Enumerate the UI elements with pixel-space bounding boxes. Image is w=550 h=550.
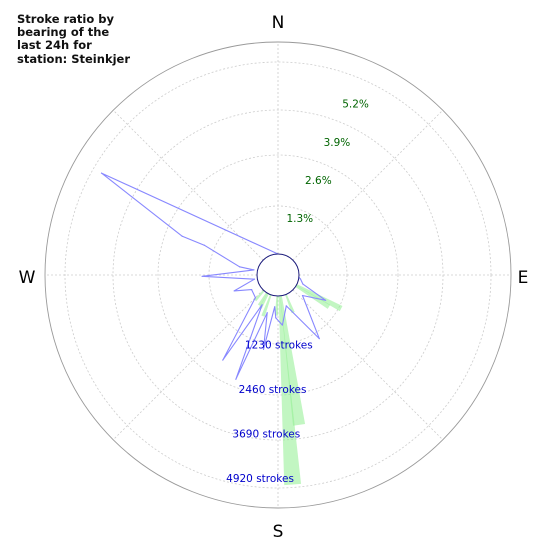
count-point (262, 348, 265, 351)
chart-title: Stroke ratio by bearing of the last 24h … (17, 12, 131, 66)
count-point (324, 299, 327, 301)
count-ring-label: 4920 strokes (226, 473, 294, 485)
count-point (201, 275, 203, 277)
count-point (302, 283, 304, 285)
percent-ring-label: 3.9% (324, 137, 351, 149)
count-point (318, 337, 320, 340)
percent-wedge (280, 295, 306, 426)
direction-east: E (518, 268, 529, 288)
count-point (299, 278, 302, 280)
count-point (254, 297, 256, 299)
grid-spoke (292, 109, 444, 261)
percent-ring-label: 1.3% (286, 213, 313, 225)
percent-wedge (285, 294, 295, 314)
grid-ring (157, 154, 399, 396)
count-point (181, 235, 183, 237)
count-point (275, 317, 277, 319)
polar-grid (44, 41, 512, 509)
count-point (253, 269, 255, 271)
percent-ring-label: 2.6% (305, 175, 332, 187)
count-series (100, 172, 327, 380)
count-point (274, 306, 276, 308)
percent-wedge (278, 295, 302, 486)
grid-ring (44, 41, 512, 509)
percent-wedge (261, 294, 272, 317)
count-outline (100, 172, 327, 380)
count-point (285, 305, 287, 307)
count-ring-label: 3690 strokes (232, 428, 300, 440)
count-point (222, 359, 224, 361)
direction-north: N (272, 13, 285, 33)
ring-labels: 1.3% 2.6% 3.9% 5.2% 1230 strokes 2460 strokes… (226, 99, 369, 485)
center-disc (256, 253, 300, 297)
count-ring-label: 2460 strokes (239, 384, 307, 396)
count-point (233, 290, 235, 292)
grid-spoke (112, 289, 264, 441)
percent-ring-label: 5.2% (342, 99, 369, 111)
count-point (261, 304, 263, 306)
count-point (281, 324, 283, 326)
percent-wedge (254, 290, 265, 302)
count-point (301, 294, 304, 297)
count-point (251, 289, 253, 291)
count-point (266, 312, 268, 314)
grid-spoke (292, 289, 444, 441)
grid-spoke (112, 109, 264, 261)
count-point (235, 378, 237, 380)
direction-west: W (19, 268, 36, 288)
count-ring-label: 1230 strokes (245, 339, 313, 351)
count-point (203, 244, 205, 246)
count-point (100, 172, 103, 174)
percent-wedge (296, 284, 343, 312)
count-point (238, 266, 241, 268)
percent-wedge (274, 295, 279, 316)
percent-wedge (257, 292, 268, 306)
direction-south: S (273, 522, 284, 542)
count-point (253, 278, 256, 280)
